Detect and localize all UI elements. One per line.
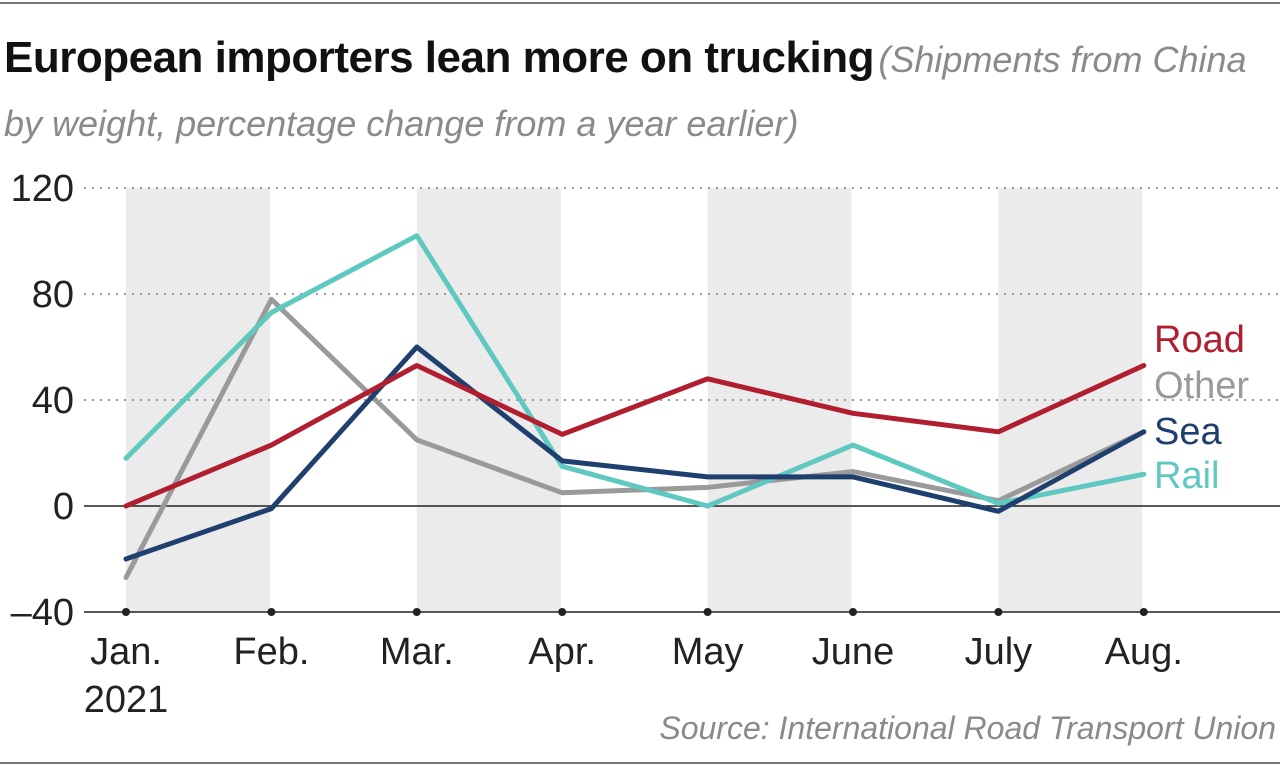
x-tick-label: July — [965, 631, 1033, 673]
x-tick-dot — [412, 608, 421, 616]
chart-title: European importers lean more on trucking — [4, 33, 874, 82]
series-line-road — [123, 363, 1147, 509]
x-tick-label: June — [812, 631, 894, 673]
x-tick-label: May — [672, 631, 744, 673]
series-line-rail — [123, 233, 1147, 509]
y-tick-label: 0 — [53, 486, 74, 528]
top-rule — [0, 2, 1280, 4]
y-tick-label: 120 — [11, 168, 74, 210]
x-tick-label: Apr. — [528, 631, 596, 673]
legend-label-road: Road — [1154, 319, 1245, 361]
shaded-column-may — [707, 188, 852, 612]
x-tick-dot — [849, 608, 857, 616]
x-tick-dot — [703, 608, 712, 616]
x-tick-dot — [267, 608, 276, 616]
x-tick-sublabel: 2021 — [84, 679, 169, 721]
title-block: European importers lean more on trucking… — [4, 30, 1276, 160]
y-tick-label: –40 — [11, 592, 74, 634]
source-note: Source: International Road Transport Uni… — [659, 710, 1276, 746]
x-tick-dot — [122, 608, 130, 616]
series-line-sea — [123, 344, 1147, 562]
x-tick-dot — [994, 608, 1003, 616]
x-tick-label: Feb. — [233, 631, 309, 673]
legend-label-sea: Sea — [1154, 411, 1222, 453]
x-tick-label: Jan. — [90, 631, 162, 673]
chart-subtitle: (Shipments from China by weight, percent… — [4, 39, 1247, 144]
bottom-rule — [0, 762, 1280, 764]
legend-label-other: Other — [1154, 365, 1249, 407]
x-tick-dot — [558, 608, 567, 616]
y-tick-label: 40 — [32, 380, 74, 422]
x-tick-dot — [1139, 608, 1148, 616]
legend-label-rail: Rail — [1154, 455, 1219, 497]
y-tick-label: 80 — [32, 274, 74, 316]
x-tick-label: Aug. — [1105, 631, 1183, 673]
x-tick-label: Mar. — [380, 631, 454, 673]
